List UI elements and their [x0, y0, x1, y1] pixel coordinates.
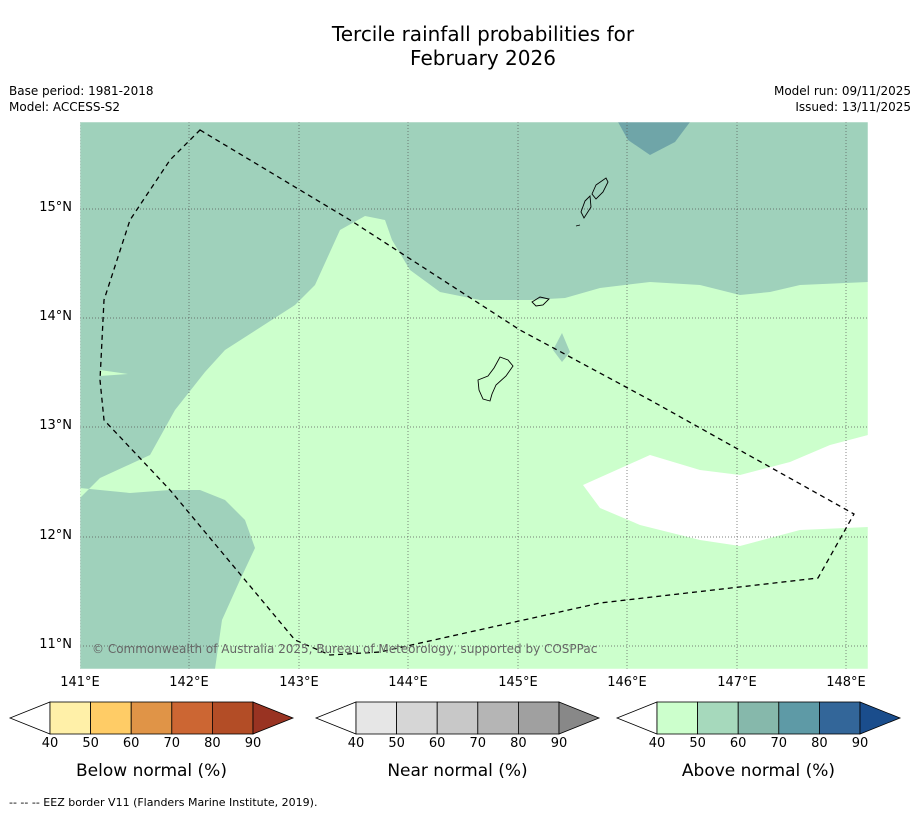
lat-tick-15n: 15°N: [39, 200, 72, 215]
lat-tick-13n: 13°N: [39, 418, 72, 433]
below-normal-colorbar-tick-label: 70: [163, 736, 181, 751]
probability-map: © Commonwealth of Australia 2025, Bureau…: [80, 122, 868, 669]
above-normal-colorbar-tick-label: 80: [811, 736, 828, 751]
above-normal-40-strip: [100, 370, 128, 376]
saipan-outline: [591, 177, 609, 200]
below-normal-colorbar-low-extension: [8, 701, 51, 735]
lon-tick-142e: 142°E: [169, 675, 209, 690]
model-info: Base period: 1981-2018 Model: ACCESS-S2: [9, 83, 154, 115]
below-normal-colorbar-tick-label: 90: [244, 736, 262, 751]
base-period-text: Base period: 1981-2018: [9, 84, 154, 98]
below-normal-colorbar-high-extension: [252, 701, 295, 735]
aguijan-outline: [575, 224, 581, 227]
model-text: Model: ACCESS-S2: [9, 100, 121, 114]
near-normal-colorbar-tick-label: 40: [347, 736, 365, 751]
below-normal-colorbar-tick-label: 50: [82, 736, 99, 751]
near-normal-colorbar-segment: [396, 701, 438, 735]
above-normal-colorbar-high-extension: [859, 701, 902, 735]
lon-tick-143e: 143°E: [279, 675, 319, 690]
below-normal-colorbar-tick-label: 40: [41, 736, 59, 751]
near-normal-colorbar-tick-label: 80: [510, 736, 527, 751]
lon-tick-146e: 146°E: [607, 675, 647, 690]
above-normal-colorbar-tick-label: 50: [689, 736, 706, 751]
above-normal-colorbar-segment: [656, 701, 698, 735]
above-normal-50-patch: [553, 333, 570, 362]
colorbars: [8, 701, 902, 735]
below-normal-colorbar-segment: [171, 701, 213, 735]
low-signal-region: [583, 435, 868, 546]
above-normal-colorbar-low-extension: [615, 701, 658, 735]
rota-outline: [531, 296, 550, 307]
near-normal-colorbar-segment: [355, 701, 397, 735]
model-run-text: Model run: 09/11/2025: [773, 84, 911, 98]
below-normal-colorbar-segment: [49, 701, 91, 735]
near-normal-colorbar-title: Near normal (%): [387, 761, 528, 781]
near-normal-colorbar-segment: [477, 701, 519, 735]
near-normal-colorbar-segment: [518, 701, 560, 735]
above-normal-colorbar-segment: [778, 701, 820, 735]
lon-tick-147e: 147°E: [717, 675, 757, 690]
below-normal-colorbar-segment: [130, 701, 173, 735]
lon-tick-141e: 141°E: [60, 675, 100, 690]
above-normal-colorbar-tick-label: 40: [648, 736, 666, 751]
near-normal-colorbar-tick-label: 70: [469, 736, 487, 751]
eez-footnote: -- -- -- EEZ border V11 (Flanders Marine…: [9, 796, 318, 809]
lat-tick-12n: 12°N: [39, 528, 72, 543]
near-normal-colorbar-low-extension: [314, 701, 357, 735]
title-line-2: February 2026: [410, 46, 556, 70]
below-normal-colorbar-tick-label: 80: [204, 736, 221, 751]
lat-tick-14n: 14°N: [39, 309, 72, 324]
below-normal-colorbar-title: Below normal (%): [76, 761, 227, 781]
below-normal-colorbar-segment: [211, 701, 254, 735]
below-normal-colorbar-tick-label: 60: [122, 736, 140, 751]
above-normal-colorbar-segment: [697, 701, 739, 735]
lat-tick-11n: 11°N: [39, 637, 72, 652]
above-normal-colorbar-segment: [819, 701, 861, 735]
below-normal-colorbar-segment: [90, 701, 132, 735]
above-normal-colorbar-tick-label: 90: [851, 736, 869, 751]
near-normal-colorbar-tick-label: 90: [550, 736, 568, 751]
above-normal-colorbar-segment: [737, 701, 780, 735]
eez-border: [99, 129, 855, 656]
map-title: Tercile rainfall probabilities for Febru…: [0, 22, 919, 70]
lon-tick-144e: 144°E: [388, 675, 428, 690]
graticule: [80, 122, 868, 669]
near-normal-colorbar-high-extension: [558, 701, 601, 735]
map-frame: [79, 121, 869, 670]
copyright-text: © Commonwealth of Australia 2025, Bureau…: [92, 642, 597, 656]
issued-text: Issued: 13/11/2025: [795, 100, 911, 114]
lon-tick-145e: 145°E: [498, 675, 538, 690]
above-normal-colorbar-title: Above normal (%): [681, 761, 836, 781]
above-normal-colorbar-tick-label: 60: [729, 736, 747, 751]
title-line-1: Tercile rainfall probabilities for: [331, 22, 635, 46]
near-normal-colorbar-tick-label: 60: [428, 736, 446, 751]
near-normal-colorbar-tick-label: 50: [388, 736, 405, 751]
above-normal-60-region: [618, 122, 690, 155]
above-normal-40-region: [80, 216, 868, 669]
islands: [477, 177, 609, 402]
guam-outline: [477, 356, 514, 402]
tinian-outline: [580, 195, 592, 219]
above-normal-colorbar-tick-label: 70: [770, 736, 788, 751]
lon-tick-148e: 148°E: [826, 675, 866, 690]
run-info: Model run: 09/11/2025 Issued: 13/11/2025: [774, 83, 911, 115]
near-normal-colorbar-segment: [436, 701, 479, 735]
